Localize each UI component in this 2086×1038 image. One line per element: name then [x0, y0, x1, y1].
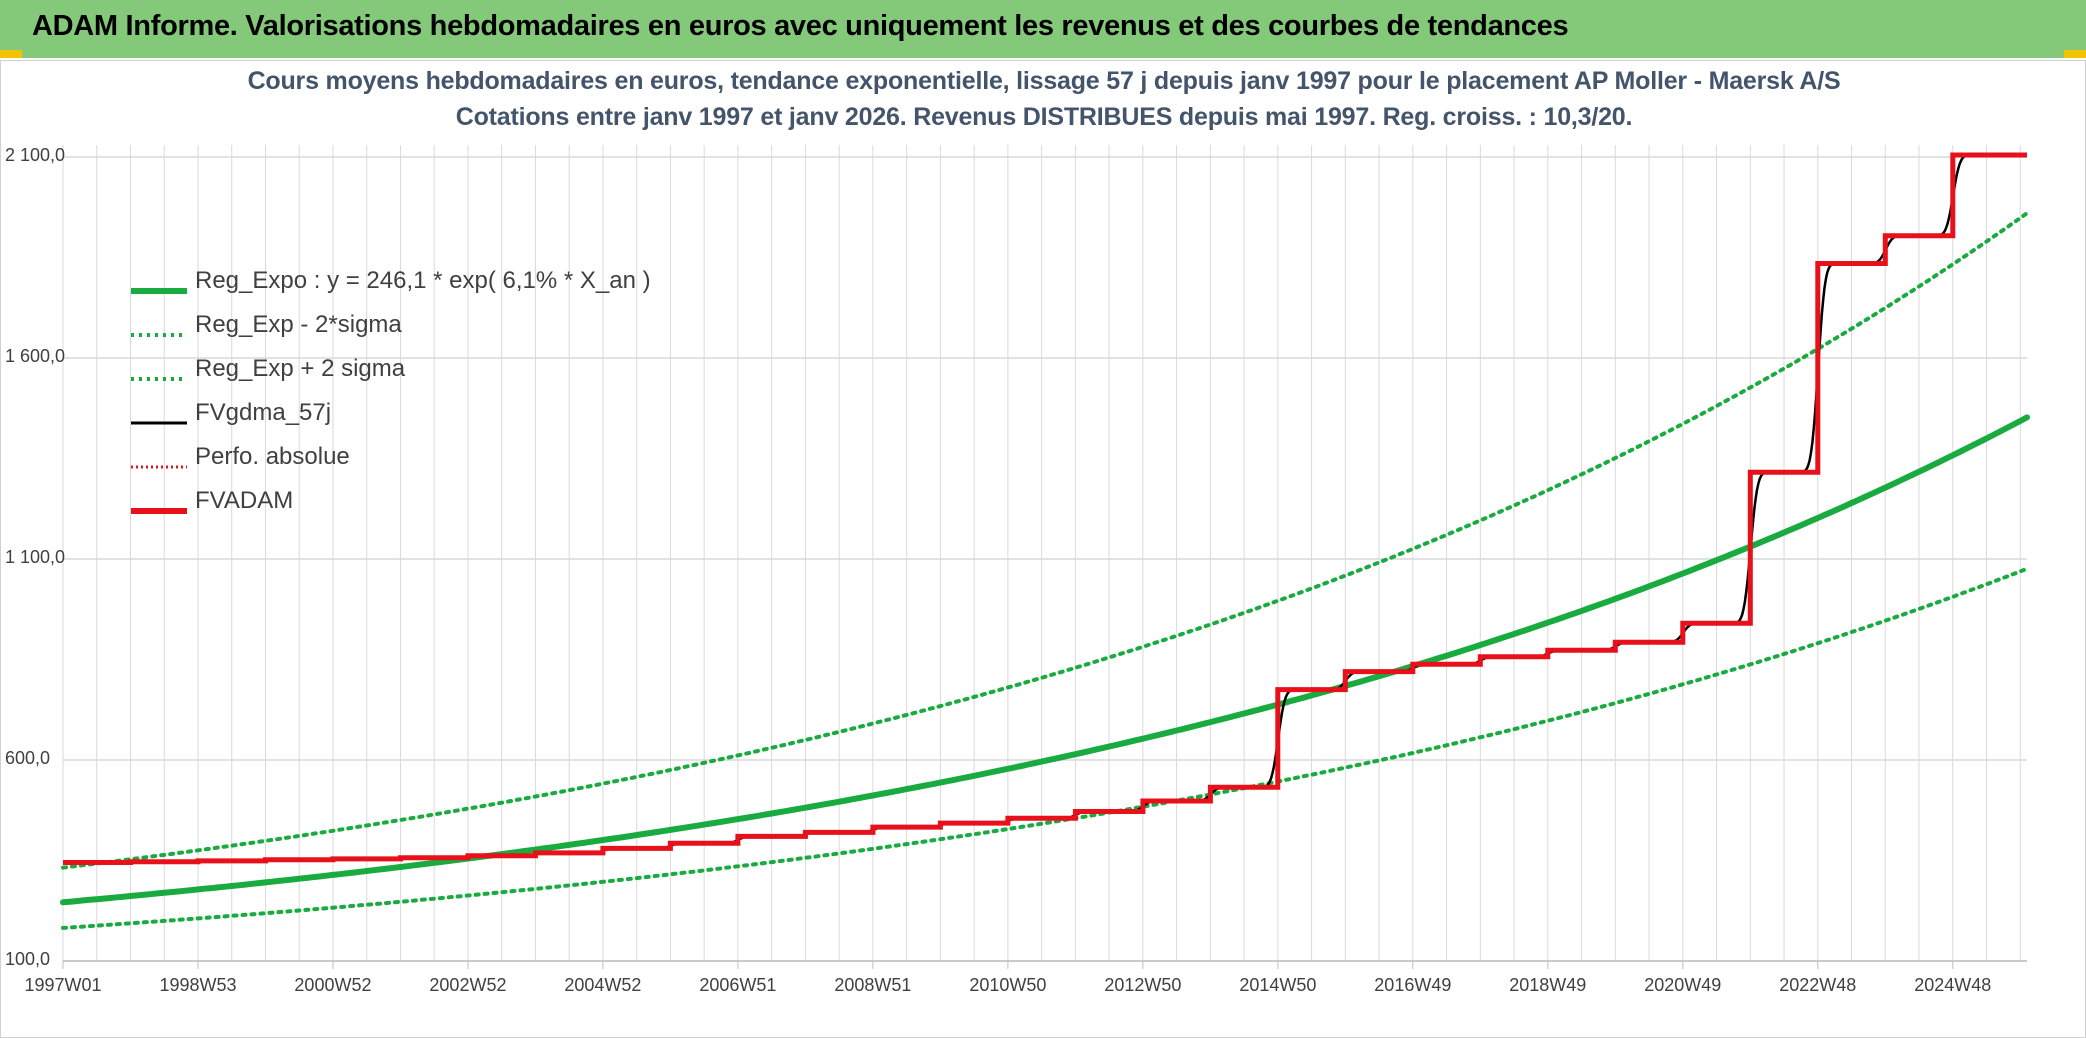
- y-tick-label: 600,0: [5, 748, 51, 768]
- y-tick-label: 2 100,0: [5, 145, 66, 165]
- x-tick-label: 2014W50: [1239, 975, 1317, 995]
- legend-swatch: [129, 370, 189, 388]
- x-tick-label: 2016W49: [1374, 975, 1452, 995]
- x-tick-label: 2010W50: [969, 975, 1047, 995]
- report-title: ADAM Informe. Valorisations hebdomadaire…: [32, 10, 1569, 42]
- series-fvadam: [63, 152, 2027, 865]
- legend-label: Reg_Exp - 2*sigma: [195, 311, 402, 338]
- chart-area: Cours moyens hebdomadaires en euros, ten…: [0, 60, 2086, 1038]
- x-tick-label: 2008W51: [834, 975, 912, 995]
- legend-swatch: [129, 502, 189, 520]
- chart-title: Cours moyens hebdomadaires en euros, ten…: [247, 67, 1841, 95]
- legend-label: Perfo. absolue: [195, 443, 350, 470]
- banner-corner-right: [2064, 50, 2086, 58]
- x-tick-label: 1998W53: [159, 975, 237, 995]
- chart-plot: [60, 145, 2030, 969]
- y-tick-label: 1 100,0: [5, 547, 66, 567]
- x-tick-label: 2002W52: [429, 975, 507, 995]
- series-reg-plus-2sigma: [61, 211, 2029, 870]
- legend-label: Reg_Exp + 2 sigma: [195, 355, 406, 382]
- x-tick-label: 2000W52: [294, 975, 372, 995]
- x-tick-label: 2004W52: [564, 975, 642, 995]
- legend-swatch: [129, 326, 189, 344]
- legend-label: FVADAM: [195, 487, 294, 514]
- x-tick-label: 2024W48: [1914, 975, 1992, 995]
- x-tick-label: 2006W51: [699, 975, 777, 995]
- x-tick-label: 2018W49: [1509, 975, 1587, 995]
- x-tick-label: 2012W50: [1104, 975, 1182, 995]
- legend-label: FVgdma_57j: [195, 399, 332, 426]
- y-tick-label: 100,0: [5, 949, 51, 969]
- legend-label: Reg_Expo : y = 246,1 * exp( 6,1% * X_an …: [195, 267, 651, 294]
- x-tick-label: 2022W48: [1779, 975, 1857, 995]
- y-tick-label: 1 600,0: [5, 346, 66, 366]
- banner-corner-left: [0, 50, 22, 58]
- x-tick-label: 2020W49: [1644, 975, 1722, 995]
- legend-swatch: [129, 458, 189, 476]
- legend-swatch: [129, 282, 189, 300]
- report-banner: ADAM Informe. Valorisations hebdomadaire…: [0, 0, 2086, 60]
- legend-swatch: [129, 414, 189, 432]
- series-fvgdma-57j: [63, 153, 2027, 864]
- series-reg-expo: [60, 414, 2030, 906]
- chart-subtitle: Cotations entre janv 1997 et janv 2026. …: [455, 103, 1633, 131]
- series-reg-minus-2sigma: [61, 566, 2029, 930]
- x-tick-label: 1997W01: [24, 975, 102, 995]
